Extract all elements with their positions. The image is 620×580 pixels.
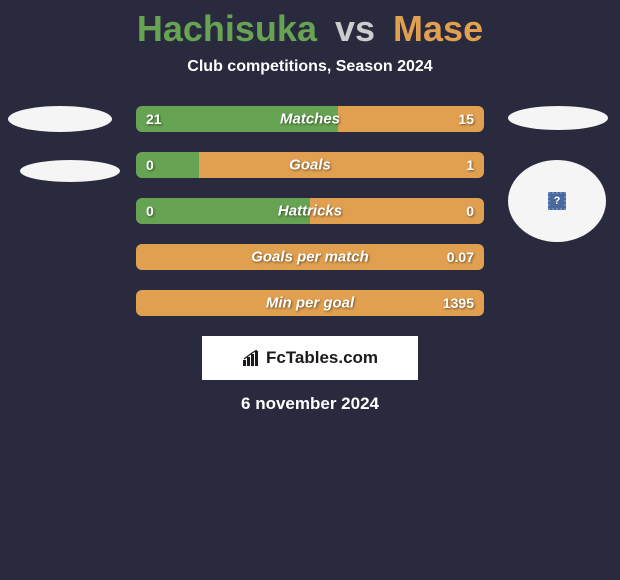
stat-label: Hattricks — [278, 203, 342, 220]
stat-row: 0 Hattricks 0 — [136, 198, 484, 224]
branding-box: FcTables.com — [202, 336, 418, 380]
stat-value-right: 0 — [466, 203, 474, 219]
stat-row: 0 Goals 1 — [136, 152, 484, 178]
player2-logo-2: ? — [508, 160, 606, 242]
stat-value-left: 21 — [146, 111, 162, 127]
stat-value-right: 15 — [458, 111, 474, 127]
stat-value-left: 0 — [146, 157, 154, 173]
player1-logo-2 — [20, 160, 120, 182]
date-text: 6 november 2024 — [0, 394, 620, 414]
branding-chart-icon — [242, 350, 262, 366]
stat-value-left: 0 — [146, 203, 154, 219]
stat-rows-container: 21 Matches 15 0 Goals 1 0 Hattricks 0 Goals per m… — [136, 106, 484, 316]
stats-area: ? 21 Matches 15 0 Goals 1 0 Hattricks 0 Goals per… — [0, 106, 620, 316]
stat-value-right: 0.07 — [447, 249, 474, 265]
branding-text: FcTables.com — [266, 348, 378, 368]
player2-logo-1 — [508, 106, 608, 130]
comparison-title: Hachisuka vs Mase — [0, 8, 620, 50]
placeholder-icon: ? — [548, 192, 566, 210]
bar-right — [199, 152, 484, 178]
subtitle: Club competitions, Season 2024 — [0, 58, 620, 76]
stat-label: Goals per match — [251, 249, 369, 266]
stat-label: Matches — [280, 111, 340, 128]
stat-row: Goals per match 0.07 — [136, 244, 484, 270]
stat-label: Goals — [289, 157, 331, 174]
stat-row: Min per goal 1395 — [136, 290, 484, 316]
stat-row: 21 Matches 15 — [136, 106, 484, 132]
player1-logo-1 — [8, 106, 112, 132]
stat-label: Min per goal — [266, 295, 354, 312]
vs-text: vs — [335, 8, 375, 49]
stat-value-right: 1395 — [443, 295, 474, 311]
stat-value-right: 1 — [466, 157, 474, 173]
player1-name: Hachisuka — [137, 8, 317, 49]
player2-name: Mase — [393, 8, 483, 49]
